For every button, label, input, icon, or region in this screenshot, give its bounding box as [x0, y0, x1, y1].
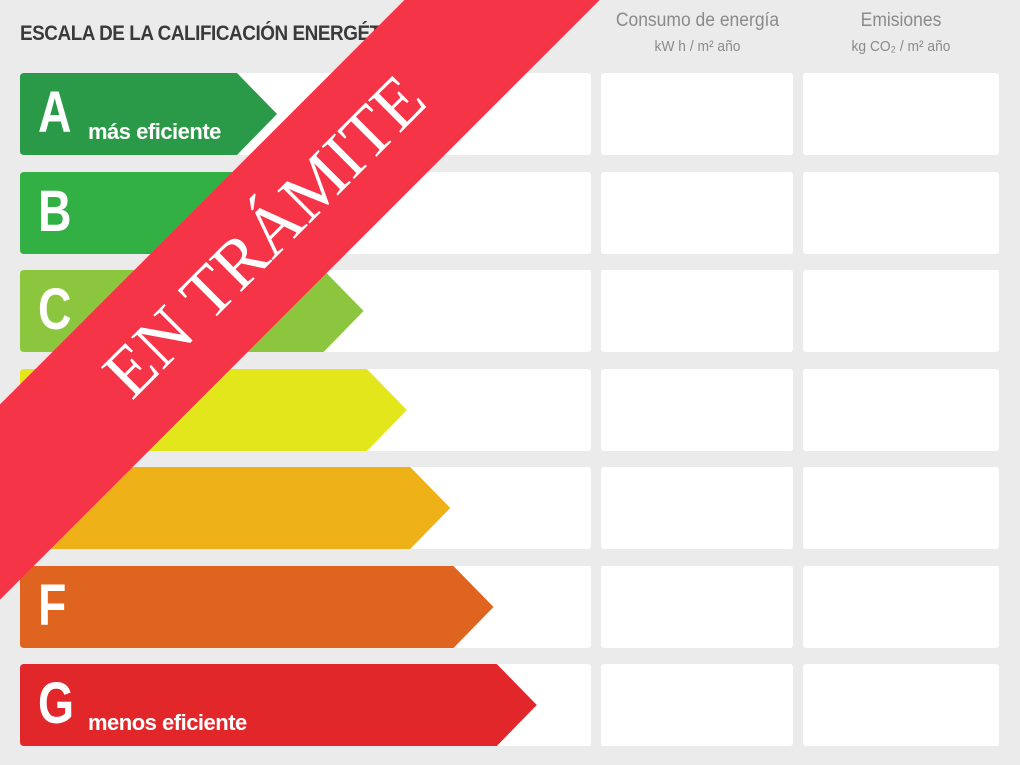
column-header-consumption: Consumo de energía kW h / m² año [608, 8, 787, 60]
rating-letter: C [38, 277, 72, 342]
column-label: Consumo de energía [615, 10, 780, 31]
consumption-cell [601, 565, 793, 648]
rating-arrow [20, 565, 494, 648]
rating-arrow [20, 467, 451, 549]
consumption-cell [601, 467, 793, 549]
emissions-cell [803, 270, 999, 352]
column-unit: kW h / m² año [654, 38, 741, 55]
consumption-cell [601, 171, 793, 254]
column-label: Emisiones [860, 10, 942, 31]
column-header-emissions: Emisiones kg CO₂ / m² año [811, 8, 991, 60]
rating-arrow [20, 664, 537, 746]
column-unit: kg CO₂ / m² año [851, 38, 951, 55]
rating-letter: A [38, 80, 72, 145]
emissions-cell [803, 368, 999, 451]
consumption-cell [601, 73, 793, 155]
rating-letter: F [38, 572, 67, 638]
emissions-cell [803, 171, 999, 254]
emissions-cell [803, 565, 999, 648]
rating-arrow [20, 73, 277, 155]
rating-letter: B [38, 178, 72, 244]
consumption-cell [601, 270, 793, 352]
consumption-cell [601, 664, 793, 746]
emissions-cell [803, 664, 999, 746]
consumption-cell [601, 368, 793, 451]
rating-subtitle: menos eficiente [88, 710, 247, 735]
scale-title: ESCALA DE LA CALIFICACIÓN ENERGÉTICA [20, 22, 412, 45]
rating-subtitle: más eficiente [88, 119, 221, 144]
emissions-cell [803, 467, 999, 549]
rating-letter: G [38, 671, 75, 736]
emissions-cell [803, 73, 999, 155]
